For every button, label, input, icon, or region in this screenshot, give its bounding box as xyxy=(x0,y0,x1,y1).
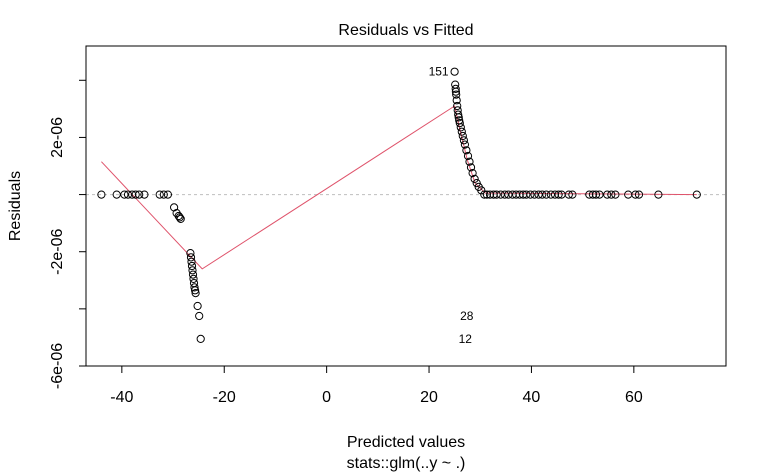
data-point xyxy=(193,301,202,311)
chart-title: Residuals vs Fitted xyxy=(338,22,473,39)
point-label: 151 xyxy=(429,65,449,79)
x-axis-label: Predicted values xyxy=(347,434,465,451)
data-point xyxy=(187,257,196,266)
data-point xyxy=(554,190,563,199)
y-tick-label: -6e-06 xyxy=(49,343,66,389)
data-point xyxy=(190,283,199,292)
data-point xyxy=(176,214,185,223)
chart-subtitle: stats::glm(..y ~ .) xyxy=(347,455,466,472)
x-axis: -40 -20 0 20 40 60 xyxy=(110,365,643,406)
x-tick-label: 20 xyxy=(420,389,438,406)
data-point xyxy=(457,127,466,136)
point-label: 28 xyxy=(460,309,474,323)
data-point xyxy=(186,249,195,258)
data-point xyxy=(452,90,461,99)
data-point xyxy=(463,151,473,161)
y-tick-label: 2e-06 xyxy=(49,117,66,158)
data-point xyxy=(485,190,495,199)
data-point xyxy=(186,253,196,262)
data-point xyxy=(500,190,509,199)
data-point xyxy=(451,84,460,94)
data-point xyxy=(550,190,560,199)
data-point xyxy=(155,190,164,199)
data-point xyxy=(135,190,144,199)
data-point xyxy=(453,101,462,111)
data-point xyxy=(456,123,465,132)
data-point xyxy=(603,190,612,199)
data-point xyxy=(120,190,129,199)
x-tick-label: -20 xyxy=(213,389,236,406)
data-point xyxy=(163,190,172,199)
data-point xyxy=(462,146,471,155)
data-point xyxy=(470,174,479,183)
data-point xyxy=(454,110,463,119)
data-point xyxy=(654,190,663,199)
data-point xyxy=(191,289,200,298)
data-point xyxy=(188,266,197,275)
data-point xyxy=(131,190,140,199)
data-point xyxy=(459,136,468,145)
data-point xyxy=(492,190,501,199)
data-point xyxy=(588,190,598,199)
data-point xyxy=(97,190,106,199)
x-tick-label: 0 xyxy=(322,389,331,406)
point-labels-group: 151 28 12 xyxy=(429,65,474,346)
data-point xyxy=(522,190,531,199)
data-point xyxy=(568,190,577,199)
y-axis: -6e-06 -2e-06 2e-06 xyxy=(49,79,87,389)
data-point xyxy=(195,311,204,321)
data-point xyxy=(196,334,205,343)
data-point xyxy=(472,179,481,188)
data-point xyxy=(460,140,469,149)
data-point xyxy=(189,274,198,283)
data-point xyxy=(454,113,463,122)
y-axis-label: Residuals xyxy=(7,171,24,241)
data-point xyxy=(611,190,620,199)
data-point xyxy=(634,190,644,199)
data-point xyxy=(477,186,486,195)
residual-points-group xyxy=(97,67,701,343)
x-tick-label: 40 xyxy=(523,389,541,406)
x-tick-label: 60 xyxy=(625,389,643,406)
x-tick-label: -40 xyxy=(110,389,133,406)
data-point xyxy=(455,119,464,128)
data-point xyxy=(607,190,616,199)
data-point xyxy=(188,270,198,279)
data-point xyxy=(112,190,121,199)
data-point xyxy=(187,261,197,271)
data-point xyxy=(538,190,547,199)
point-label: 12 xyxy=(459,332,473,346)
data-point xyxy=(159,190,168,199)
y-tick-label: -2e-06 xyxy=(49,228,66,274)
data-point xyxy=(451,87,460,96)
data-point xyxy=(452,96,461,105)
data-point xyxy=(692,190,701,199)
data-point xyxy=(450,67,459,76)
data-point xyxy=(515,190,524,199)
data-point xyxy=(631,190,640,199)
data-point xyxy=(170,203,179,212)
data-point xyxy=(466,163,476,172)
data-point xyxy=(458,131,467,141)
data-point xyxy=(468,169,477,178)
data-point xyxy=(542,190,551,199)
data-point xyxy=(564,190,573,199)
data-point xyxy=(591,190,601,199)
data-point xyxy=(480,190,489,199)
data-point xyxy=(175,213,184,222)
data-point xyxy=(465,157,474,166)
data-point xyxy=(526,190,535,199)
data-point xyxy=(585,190,594,199)
data-point xyxy=(191,286,200,295)
data-point xyxy=(140,190,149,199)
